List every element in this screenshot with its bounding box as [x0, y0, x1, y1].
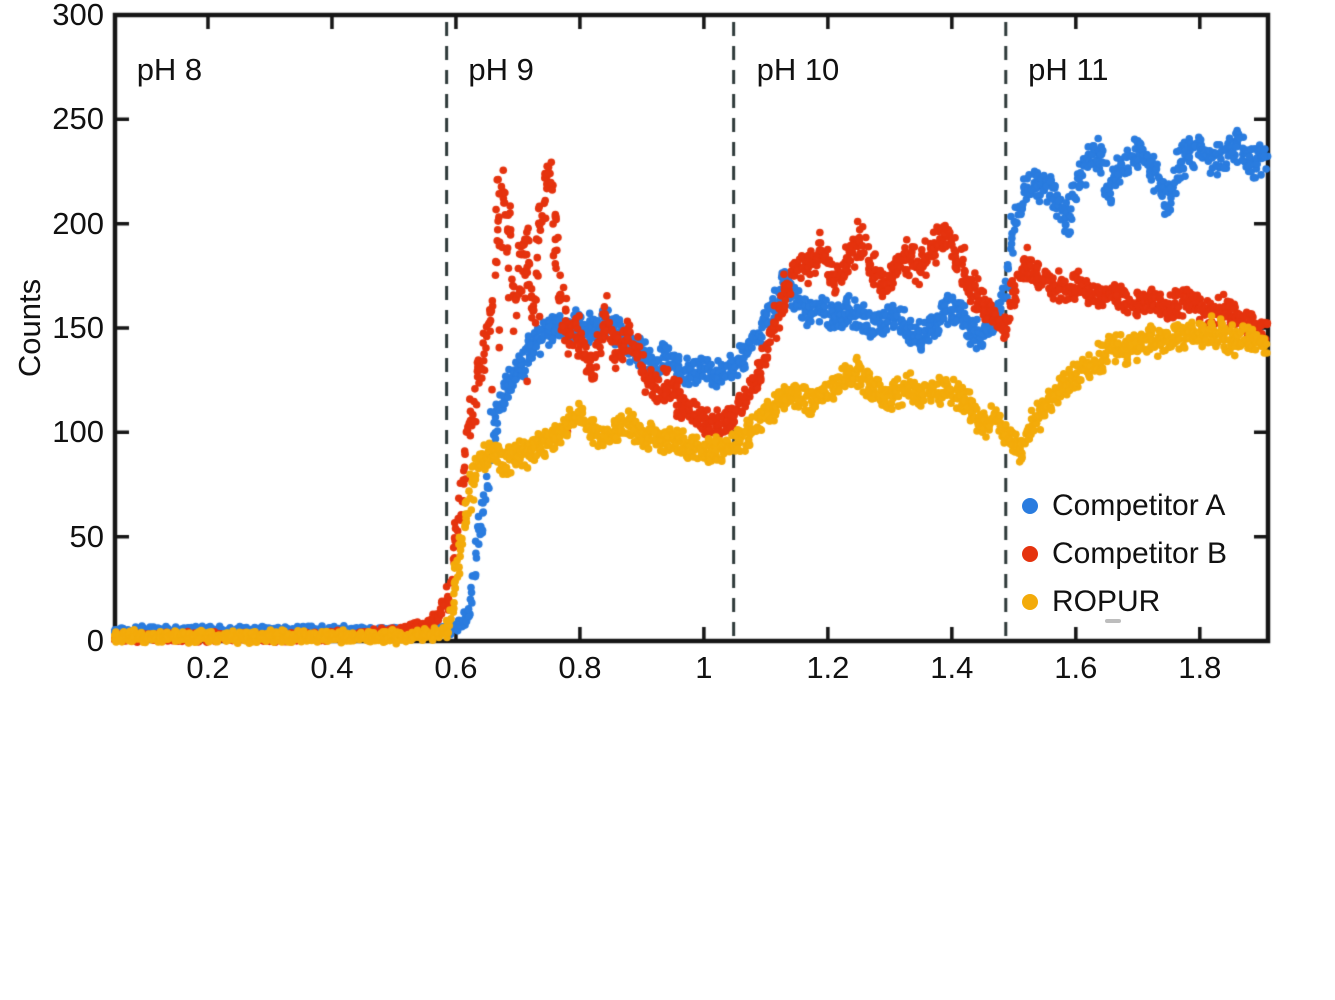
x-tick-label-1.4: 1.4	[930, 650, 974, 685]
x-tick-label-0.4: 0.4	[310, 650, 354, 685]
legend-marker-ropur-icon	[1022, 594, 1038, 610]
y-tick-label-250: 250	[52, 101, 104, 137]
legend: Competitor A Competitor B ROPUR	[1022, 482, 1227, 626]
region-label-ph-11: pH 11	[1028, 52, 1109, 87]
legend-marker-competitor-b-icon	[1022, 546, 1038, 562]
legend-label-competitor-a: Competitor A	[1052, 489, 1226, 522]
x-tick-label-1: 1	[695, 650, 713, 685]
x-tick-label-0.6: 0.6	[434, 650, 478, 685]
region-label-ph-8: pH 8	[136, 52, 203, 87]
legend-item-competitor-a: Competitor A	[1022, 482, 1227, 530]
region-label-ph-10: pH 10	[756, 52, 840, 87]
x-tick-label-0.2: 0.2	[186, 650, 230, 685]
legend-item-competitor-b: Competitor B	[1022, 530, 1227, 578]
legend-item-ropur: ROPUR	[1022, 578, 1227, 626]
legend-label-ropur: ROPUR	[1052, 585, 1161, 618]
x-tick-label-1.6: 1.6	[1054, 650, 1098, 685]
x-tick-label-0.8: 0.8	[558, 650, 602, 685]
legend-marker-competitor-a-icon	[1022, 498, 1038, 514]
x-tick-label-1.8: 1.8	[1178, 650, 1222, 685]
y-tick-label-100: 100	[52, 414, 104, 450]
scan-artifact-mark	[1105, 619, 1121, 623]
region-label-ph-9: pH 9	[468, 52, 534, 87]
y-tick-label-300: 300	[52, 0, 104, 32]
y-tick-label-150: 150	[52, 310, 104, 345]
y-tick-label-50: 50	[69, 518, 104, 554]
y-tick-label-200: 200	[52, 205, 104, 241]
x-tick-label-1.2: 1.2	[806, 650, 850, 685]
legend-label-competitor-b: Competitor B	[1052, 537, 1228, 570]
y-tick-label-0: 0	[86, 623, 104, 658]
